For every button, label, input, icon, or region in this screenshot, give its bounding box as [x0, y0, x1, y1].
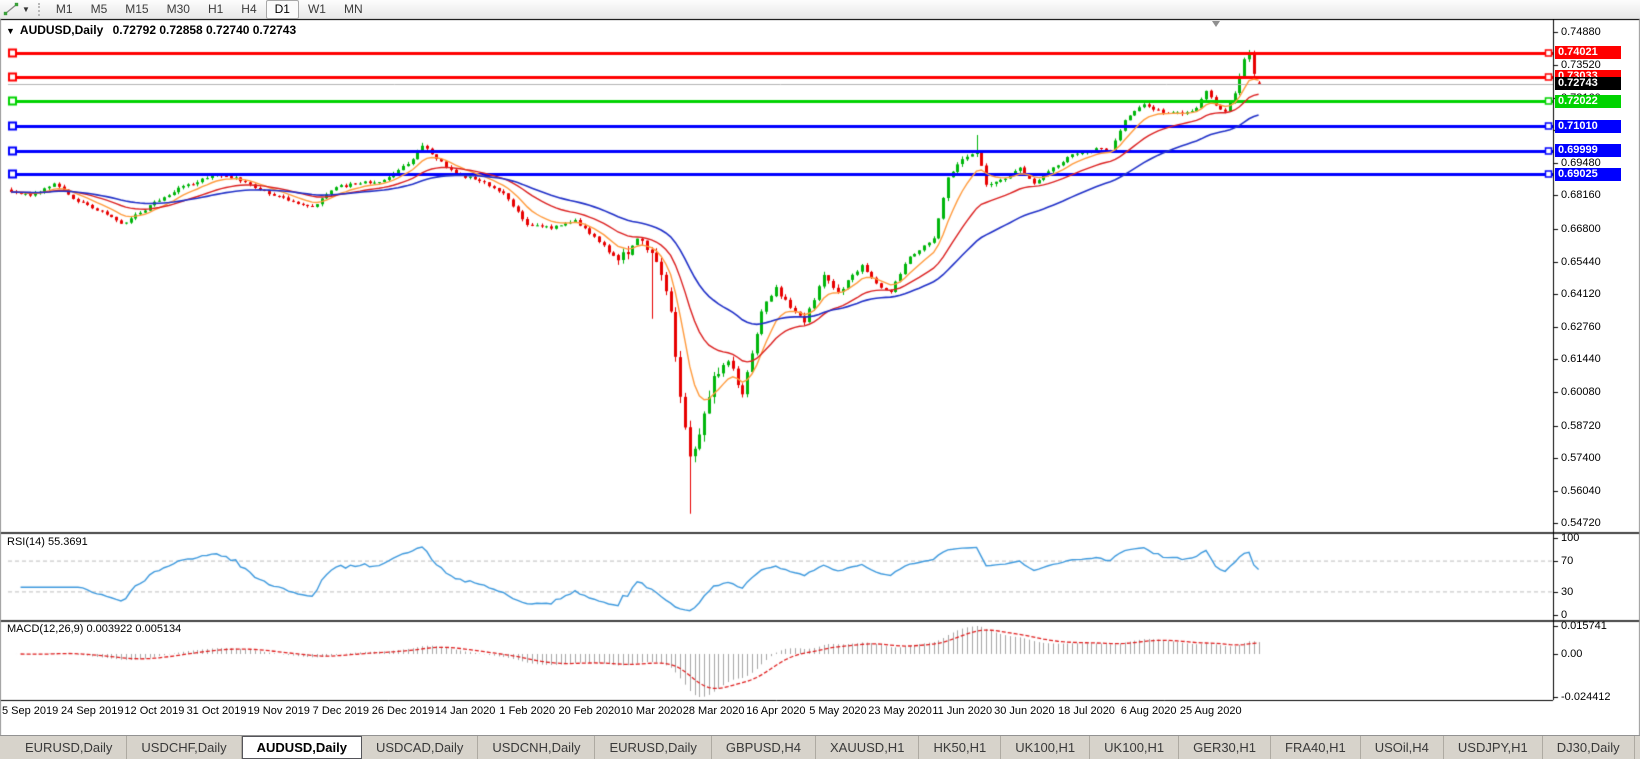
chart-tab-EURUSD-Daily[interactable]: EURUSD,Daily — [11, 736, 128, 759]
chart-tab-UK100-H1[interactable]: UK100,H1 — [1001, 736, 1091, 759]
chart-tab-GER30-H1[interactable]: GER30,H1 — [1179, 736, 1272, 759]
rsi-title: RSI(14) 55.3691 — [7, 536, 88, 548]
timeframe-button-M15[interactable]: M15 — [125, 1, 149, 16]
chart-tab-CHINA300-H1[interactable]: CHINA300,H1 — [1635, 736, 1640, 759]
date-axis-label: 18 Jul 2020 — [1058, 705, 1115, 717]
chart-tab-USOil-H4[interactable]: USOil,H4 — [1361, 736, 1444, 759]
date-axis-label: 7 Dec 2019 — [312, 705, 369, 717]
price-tag-0.72743[interactable]: 0.72743 — [1555, 77, 1621, 91]
date-axis-label: 16 Apr 2020 — [746, 705, 806, 717]
timeframe-button-W1[interactable]: W1 — [307, 1, 326, 16]
chart-tab-HK50-H1[interactable]: HK50,H1 — [919, 736, 1002, 759]
price-axis-label: 0.58720 — [1561, 419, 1601, 432]
chart-menu-icon[interactable]: ▼ — [6, 26, 15, 36]
price-tag-0.71010[interactable]: 0.71010 — [1555, 119, 1621, 133]
price-axis-label: 0.69480 — [1561, 157, 1601, 170]
chart-symbol-period: AUDUSD,Daily — [19, 23, 104, 37]
chart-window: ▼ AUDUSD,Daily 0.72792 0.72858 0.72740 0.… — [0, 19, 1640, 735]
chart-tab-EURUSD-Daily[interactable]: EURUSD,Daily — [595, 736, 712, 759]
rsi-axis-label: 30 — [1561, 585, 1574, 598]
line-studies-icon[interactable]: ▼ — [0, 1, 34, 18]
price-axis-label: 0.74880 — [1561, 25, 1601, 38]
chart-tab-DJ30-Daily[interactable]: DJ30,Daily — [1543, 736, 1635, 759]
price-axis-label: 0.62760 — [1561, 321, 1601, 334]
price-axis-label: 0.60080 — [1561, 386, 1601, 399]
price-tag-0.74021[interactable]: 0.74021 — [1555, 46, 1621, 60]
date-axis-label: 12 Oct 2019 — [124, 705, 185, 717]
timeframe-button-D1[interactable]: D1 — [265, 0, 299, 19]
price-axis-label: 0.68160 — [1561, 189, 1601, 202]
chart-tabs: EURUSD,Daily USDCHF,Daily AUDUSD,Daily USDC… — [11, 736, 1640, 759]
price-axis-label: 0.61440 — [1561, 353, 1601, 366]
timeframe-button-M1[interactable]: M1 — [55, 1, 73, 16]
date-axis-label: 1 Feb 2020 — [499, 705, 556, 717]
timeframe-button-M5[interactable]: M5 — [90, 1, 108, 16]
date-axis-label: 31 Oct 2019 — [186, 705, 247, 717]
price-tag-0.72022[interactable]: 0.72022 — [1555, 94, 1621, 108]
macd-axis-label: 0.00 — [1561, 647, 1583, 660]
chart-tab-bar: EURUSD,Daily USDCHF,Daily AUDUSD,Daily USDC… — [0, 735, 1640, 759]
price-axis-label: 0.64120 — [1561, 287, 1601, 300]
timeframe-toolbar: M1 M5 M15 M30 H1 H4 D1 W1 MN — [47, 0, 372, 19]
price-chart-canvas[interactable] — [0, 19, 1640, 735]
date-axis-label: 5 Sep 2019 — [1, 705, 59, 717]
chart-ohlc: 0.72792 0.72858 0.72740 0.72743 — [112, 23, 297, 37]
chart-shift-marker[interactable] — [1212, 21, 1220, 31]
timeframe-button-H4[interactable]: H4 — [241, 1, 257, 16]
timeframe-button-M30[interactable]: M30 — [166, 1, 190, 16]
rsi-axis-label: 100 — [1561, 532, 1580, 544]
price-axis-label: 0.65440 — [1561, 255, 1601, 268]
date-axis-label: 25 Aug 2020 — [1179, 705, 1242, 717]
macd-axis-label: -0.024412 — [1561, 691, 1611, 703]
chart-tab-GBPUSD-H4[interactable]: GBPUSD,H4 — [712, 736, 817, 759]
price-axis-label: 0.54720 — [1561, 516, 1601, 529]
macd-title: MACD(12,26,9) 0.003922 0.005134 — [7, 623, 182, 635]
price-tag-0.69025[interactable]: 0.69025 — [1555, 167, 1621, 181]
toolbar-separator — [37, 2, 40, 16]
chart-tab-USDCHF-Daily[interactable]: USDCHF,Daily — [127, 736, 242, 759]
date-axis-label: 11 Jun 2020 — [932, 705, 993, 717]
timeframe-button-MN[interactable]: MN — [343, 1, 363, 16]
dropdown-caret-icon[interactable]: ▼ — [22, 4, 30, 14]
date-axis-label: 23 May 2020 — [868, 705, 932, 717]
date-axis-label: 6 Aug 2020 — [1120, 705, 1177, 717]
price-axis-label: 0.66800 — [1561, 222, 1601, 235]
date-axis-label: 10 Mar 2020 — [620, 705, 683, 717]
date-axis-label: 24 Sep 2019 — [61, 705, 124, 717]
date-axis-label: 28 Mar 2020 — [682, 705, 745, 717]
date-axis-label: 14 Jan 2020 — [434, 705, 496, 717]
rsi-axis-label: 0 — [1561, 609, 1568, 621]
price-axis-label: 0.57400 — [1561, 451, 1601, 464]
toolbar: ▼ M1 M5 M15 M30 H1 H4 D1 W1 MN — [0, 0, 1640, 19]
date-axis-label: 26 Dec 2019 — [371, 705, 435, 717]
timeframe-button-H1[interactable]: H1 — [207, 1, 224, 16]
date-axis-label: 19 Nov 2019 — [247, 705, 310, 717]
date-axis-label: 30 Jun 2020 — [994, 705, 1055, 717]
chart-tab-USDCAD-Daily[interactable]: USDCAD,Daily — [362, 736, 479, 759]
price-tag-0.69999[interactable]: 0.69999 — [1555, 144, 1621, 158]
line-studies-glyph — [3, 2, 19, 16]
macd-axis-label: 0.015741 — [1561, 620, 1607, 632]
chart-tab-USDCNH-Daily[interactable]: USDCNH,Daily — [478, 736, 596, 759]
chart-tab-UK100-H1[interactable]: UK100,H1 — [1090, 736, 1180, 759]
chart-tab-XAUUSD-H1[interactable]: XAUUSD,H1 — [816, 736, 920, 759]
chart-tab-USDJPY-H1[interactable]: USDJPY,H1 — [1444, 736, 1543, 759]
price-axis-label: 0.73520 — [1561, 58, 1601, 71]
rsi-axis-label: 70 — [1561, 555, 1574, 568]
chart-title: ▼ AUDUSD,Daily 0.72792 0.72858 0.72740 0.… — [6, 23, 296, 37]
date-axis-label: 5 May 2020 — [809, 705, 867, 717]
price-axis-label: 0.56040 — [1561, 484, 1601, 497]
date-axis-label: 20 Feb 2020 — [558, 705, 621, 717]
chart-tab-AUDUSD-Daily[interactable]: AUDUSD,Daily — [241, 736, 362, 759]
chart-tab-FRA40-H1[interactable]: FRA40,H1 — [1271, 736, 1361, 759]
